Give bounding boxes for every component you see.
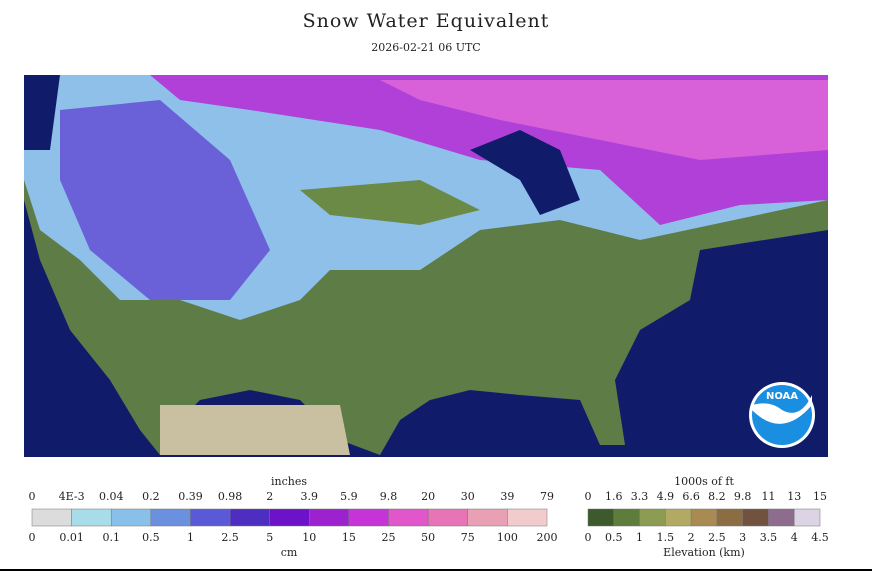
legend-swatch — [793, 508, 821, 527]
legend-bottom-label: 100 — [497, 531, 518, 544]
legend-bottom-label: 2 — [688, 531, 695, 544]
snow-west — [60, 100, 270, 300]
legends: 0 4E-3 0.04 0.2 0.39 0.98 2 3.9 5.9 9.8 20 30 39 790 0… — [29, 475, 829, 559]
legend-bottom-label: 5 — [266, 531, 273, 544]
legend-swatch — [388, 508, 429, 527]
legend-swatch — [229, 508, 270, 527]
legend-top-label: 0.2 — [142, 490, 160, 503]
legend-top-label: 20 — [421, 490, 435, 503]
legend-bottom-label: 10 — [302, 531, 316, 544]
legend-bottom-label: 4.5 — [811, 531, 829, 544]
legend-top-label: 5.9 — [340, 490, 358, 503]
legend-bottom-unit: cm — [281, 546, 298, 559]
legend-bottom-label: 200 — [537, 531, 558, 544]
legend-swatch — [507, 508, 548, 527]
legend-swatch — [309, 508, 350, 527]
legend-top-label: 4.9 — [657, 490, 675, 503]
legend-top-label: 0.98 — [218, 490, 243, 503]
legend-swatch — [742, 508, 769, 527]
legend-top-label: 0.04 — [99, 490, 124, 503]
legend-swatch — [665, 508, 692, 527]
title: Snow Water Equivalent — [303, 10, 550, 32]
legend-bottom-label: 0.01 — [59, 531, 84, 544]
legend-swatch — [427, 508, 469, 527]
legend-top-label: 30 — [461, 490, 475, 503]
legend-swatch — [150, 508, 191, 527]
legend-swatch — [716, 508, 743, 527]
legend-swatch — [269, 508, 310, 527]
legend-swatch — [639, 508, 666, 527]
pacific-nw — [24, 75, 60, 150]
legend-swatch — [613, 508, 640, 527]
legend-top-unit: inches — [271, 475, 307, 488]
legend-top-label: 6.6 — [682, 490, 700, 503]
legend-swatch — [467, 508, 508, 527]
logo-bird — [752, 395, 812, 424]
legend-top-label: 39 — [500, 490, 514, 503]
legend-top-label: 1.6 — [605, 490, 623, 503]
logo-text: NOAA — [766, 391, 798, 402]
legend-swatch — [31, 508, 72, 527]
legend-top-unit: 1000s of ft — [674, 475, 734, 488]
legend-top-label: 13 — [787, 490, 801, 503]
legend-bottom-label: 2.5 — [221, 531, 239, 544]
legend-top-label: 8.2 — [708, 490, 726, 503]
legend-top-label: 9.8 — [734, 490, 752, 503]
snow-deep — [380, 80, 828, 160]
noaa-logo: NOAA — [749, 382, 815, 448]
legend-top-label: 11 — [761, 490, 775, 503]
legend-bottom-label: 0 — [585, 531, 592, 544]
legend-swatch — [110, 508, 152, 527]
mexico — [160, 405, 350, 455]
legend-top-label: 4E-3 — [59, 490, 85, 503]
great-lakes — [470, 130, 580, 215]
legend-swatch — [190, 508, 231, 527]
legend-swatch — [768, 508, 795, 527]
legend-swatch — [71, 508, 112, 527]
legend-swatch — [690, 508, 718, 527]
legend-bottom-label: 4 — [791, 531, 798, 544]
legend-bottom-label: 1 — [187, 531, 194, 544]
legend-bottom-label: 0.5 — [142, 531, 160, 544]
subtitle: 2026-02-21 06 UTC — [371, 41, 480, 54]
legend-top-label: 15 — [813, 490, 827, 503]
legend-bottom-label: 0 — [29, 531, 36, 544]
legend-bottom-label: 1.5 — [657, 531, 675, 544]
legend-top-label: 2 — [266, 490, 273, 503]
legend-bottom-label: 3.5 — [760, 531, 778, 544]
legend-bottom-unit: Elevation (km) — [663, 546, 745, 559]
legend-bottom-label: 25 — [382, 531, 396, 544]
legend-bottom-label: 2.5 — [708, 531, 726, 544]
legend-top-label: 3.9 — [301, 490, 319, 503]
legend-top-label: 0 — [29, 490, 36, 503]
legend-bottom-label: 1 — [636, 531, 643, 544]
legend-top-label: 3.3 — [631, 490, 649, 503]
legend-bottom-label: 0.1 — [102, 531, 120, 544]
legend-top-label: 79 — [540, 490, 554, 503]
legend-bottom-label: 0.5 — [605, 531, 623, 544]
legend-bottom-label: 50 — [421, 531, 435, 544]
legend-swatch — [587, 508, 615, 527]
legend-top-label: 0 — [585, 490, 592, 503]
legend-top-label: 9.8 — [380, 490, 398, 503]
legend-bottom-label: 75 — [461, 531, 475, 544]
map — [24, 75, 828, 457]
legend-swatch — [348, 508, 389, 527]
plains — [300, 180, 480, 225]
legend-top-label: 0.39 — [178, 490, 203, 503]
legend-bottom-label: 15 — [342, 531, 356, 544]
legend-bottom-label: 3 — [739, 531, 746, 544]
